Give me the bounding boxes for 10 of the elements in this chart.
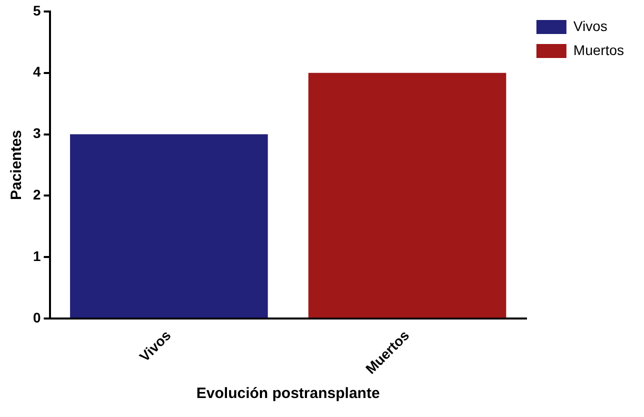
y-tick-label: 3: [32, 125, 41, 142]
x-axis-title: Evolución postransplante: [196, 385, 380, 402]
y-tick-label: 1: [32, 248, 41, 264]
y-tick-label: 0: [32, 309, 41, 326]
y-tick-label: 4: [32, 64, 41, 80]
y-tick-label: 5: [32, 2, 41, 18]
legend-label: Vivos: [573, 18, 608, 34]
legend-label: Muertos: [573, 42, 624, 58]
y-tick-label: 2: [32, 186, 41, 203]
y-axis-title: Pacientes: [8, 130, 26, 200]
